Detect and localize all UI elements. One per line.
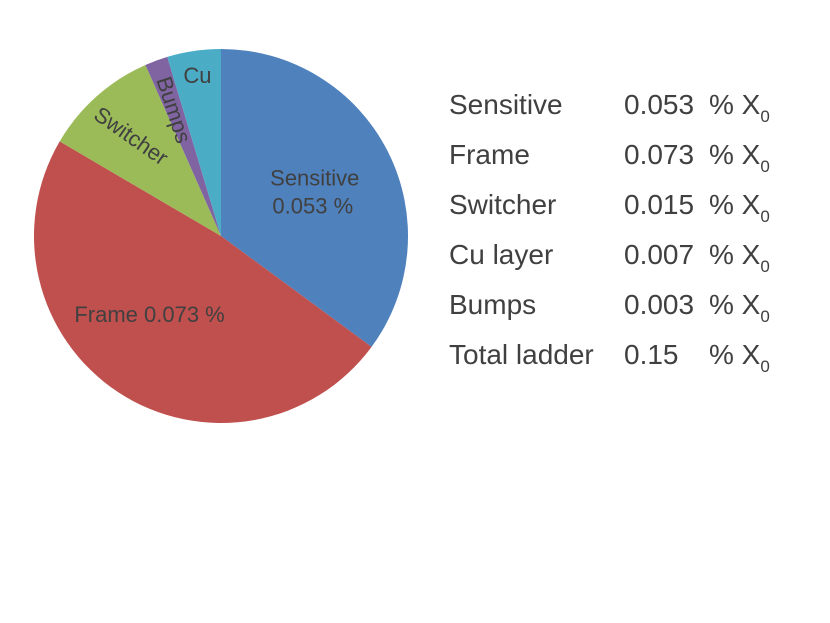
row-unit: % X0 [709, 139, 770, 176]
slice-label: Sensitive 0.053 % [270, 166, 359, 219]
row-unit: % X0 [709, 189, 770, 226]
pie-slice-bumps [145, 56, 221, 237]
row-unit: % X0 [709, 289, 770, 326]
row-unit: % X0 [709, 239, 770, 276]
row-value: 0.003 [624, 289, 695, 320]
row-unit: % X0 [709, 89, 770, 126]
row-value: 0.053 [624, 89, 695, 120]
pie-slice-frame [33, 141, 372, 424]
row-name: Switcher [449, 189, 557, 220]
slice-label: Cu [183, 63, 211, 88]
pie-slice-switcher [59, 64, 222, 236]
row-name: Sensitive [449, 89, 563, 120]
pie-slice-cu-layer [167, 49, 221, 236]
row-name: Cu layer [449, 239, 554, 270]
row-unit: % X0 [709, 339, 770, 376]
row-value: 0.007 [624, 239, 695, 270]
pie-chart: Sensitive 0.053 %Frame 0.073 %SwitcherBum… [33, 49, 409, 424]
row-value: 0.015 [624, 189, 695, 220]
slice-label: Frame 0.073 % [74, 302, 224, 327]
row-name: Bumps [449, 289, 537, 320]
row-value: 0.073 [624, 139, 695, 170]
row-name: Frame [449, 139, 530, 170]
row-name: Total ladder [449, 339, 594, 370]
pie-slice-sensitive [221, 49, 409, 347]
row-value: 0.15 [624, 339, 679, 370]
